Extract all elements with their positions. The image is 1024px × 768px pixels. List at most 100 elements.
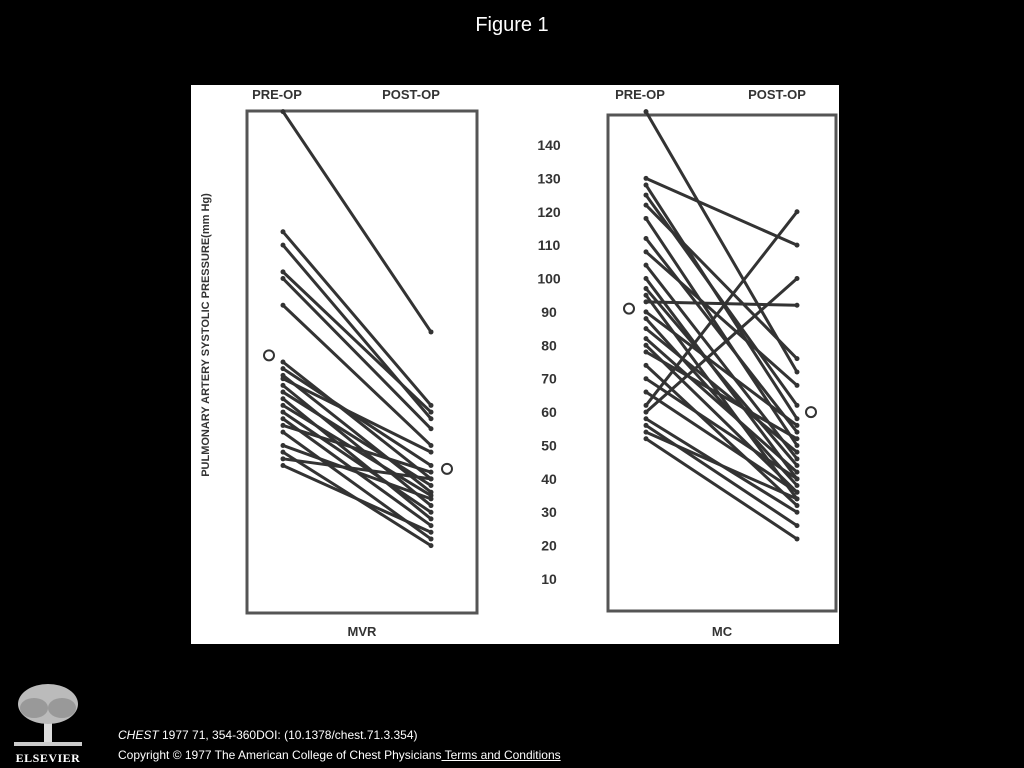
- mean-post-op-marker: [441, 462, 453, 475]
- pre-op-point: [280, 442, 286, 448]
- pre-op-point: [280, 389, 286, 395]
- terms-and-conditions-link[interactable]: Terms and Conditions: [441, 748, 561, 762]
- y-tick-label: 110: [538, 237, 561, 253]
- post-op-point: [794, 449, 800, 455]
- post-op-point: [794, 476, 800, 482]
- patient-line: [644, 110, 799, 373]
- pre-op-point: [643, 409, 649, 415]
- pre-op-point: [643, 175, 649, 181]
- post-op-point: [794, 242, 800, 248]
- post-op-point: [428, 476, 434, 482]
- patient-line: [281, 230, 433, 407]
- pre-op-point: [643, 376, 649, 382]
- pre-op-point: [280, 449, 286, 455]
- slide-title: Figure 1: [475, 14, 549, 36]
- patient-line: [644, 317, 799, 487]
- pre-op-point: [280, 109, 286, 115]
- pre-op-point: [280, 396, 286, 402]
- post-op-point: [794, 509, 800, 515]
- panel-frame-mc: [606, 113, 838, 613]
- post-op-point: [428, 442, 434, 448]
- pre-op-point: [643, 262, 649, 268]
- y-tick-label: 20: [541, 538, 557, 554]
- patient-line: [282, 457, 432, 481]
- y-tick-label: 60: [541, 404, 557, 420]
- post-op-point: [428, 516, 434, 522]
- patient-line: [644, 287, 799, 467]
- elsevier-logo: ELSEVIER: [10, 680, 86, 766]
- pre-op-point: [280, 359, 286, 365]
- panel-name-mc: MC: [712, 624, 733, 639]
- pre-op-point: [643, 436, 649, 442]
- elsevier-wordmark: ELSEVIER: [15, 751, 81, 765]
- pre-op-point: [280, 382, 286, 388]
- pre-op-point: [643, 402, 649, 408]
- patient-line: [282, 410, 432, 514]
- patient-line: [282, 360, 432, 481]
- post-op-point: [428, 449, 434, 455]
- patient-line: [282, 377, 432, 454]
- patient-line: [645, 250, 798, 387]
- citation-details: 1977 71, 354-360DOI: (10.1378/chest.71.3…: [158, 728, 418, 742]
- pre-op-point: [280, 276, 286, 282]
- chart-svg: PRE-OP POST-OP MVR PRE-OP POST-OP MC 10 20 30 40 5…: [200, 87, 838, 639]
- patient-line: [282, 444, 432, 501]
- panel-frame-mvr: [245, 109, 479, 615]
- post-op-point: [794, 429, 800, 435]
- post-op-point: [428, 503, 434, 509]
- x-label-pre-op: PRE-OP: [615, 87, 665, 102]
- y-tick-label: 100: [537, 271, 561, 287]
- x-label-post-op: POST-OP: [382, 87, 440, 102]
- post-op-point: [428, 523, 434, 529]
- pre-op-point: [643, 286, 649, 292]
- post-op-point: [794, 496, 800, 502]
- y-tick-label: 90: [541, 304, 557, 320]
- post-op-point: [428, 543, 434, 549]
- mean-pre-op-marker: [623, 302, 635, 315]
- patient-line: [645, 350, 798, 441]
- post-op-point: [428, 409, 434, 415]
- post-op-point: [794, 416, 800, 422]
- post-op-point: [794, 462, 800, 468]
- post-op-point: [794, 536, 800, 542]
- post-op-point: [794, 442, 800, 448]
- copyright: Copyright © 1977 The American College of…: [118, 748, 561, 762]
- pre-op-point: [280, 269, 286, 275]
- y-tick-label: 140: [537, 137, 561, 153]
- x-label-post-op: POST-OP: [748, 87, 806, 102]
- post-op-point: [428, 469, 434, 475]
- pre-op-point: [643, 336, 649, 342]
- pre-op-point: [643, 316, 649, 322]
- post-op-point: [794, 503, 800, 509]
- pre-op-point: [643, 309, 649, 315]
- figure-image: PRE-OP POST-OP MVR PRE-OP POST-OP MC 10 20 30 40 5…: [191, 85, 839, 644]
- pre-op-point: [643, 109, 649, 115]
- post-op-point: [428, 496, 434, 502]
- patient-line: [282, 390, 432, 487]
- patient-line: [645, 430, 798, 501]
- patient-line: [645, 177, 798, 247]
- pre-op-point: [280, 416, 286, 422]
- pre-op-point: [643, 276, 649, 282]
- post-op-point: [794, 369, 800, 375]
- pre-op-point: [643, 349, 649, 355]
- x-label-pre-op: PRE-OP: [252, 87, 302, 102]
- y-tick-label: 130: [537, 170, 561, 186]
- patient-line: [282, 384, 432, 507]
- pre-op-point: [643, 422, 649, 428]
- post-op-point: [794, 523, 800, 529]
- post-op-point: [794, 489, 800, 495]
- post-op-point: [794, 356, 800, 362]
- pre-op-point: [643, 235, 649, 241]
- pre-op-point: [280, 429, 286, 435]
- post-op-point: [428, 402, 434, 408]
- y-axis-label: PULMONARY ARTERY SYSTOLIC PRESSURE(mm Hg…: [200, 193, 212, 477]
- post-op-point: [428, 536, 434, 542]
- pre-op-point: [643, 362, 649, 368]
- mean-post-op-marker: [805, 406, 817, 419]
- y-tick-label: 80: [541, 337, 557, 353]
- pre-op-point: [280, 229, 286, 235]
- patient-line: [645, 337, 798, 474]
- patient-line: [281, 110, 433, 333]
- pre-op-point: [643, 299, 649, 305]
